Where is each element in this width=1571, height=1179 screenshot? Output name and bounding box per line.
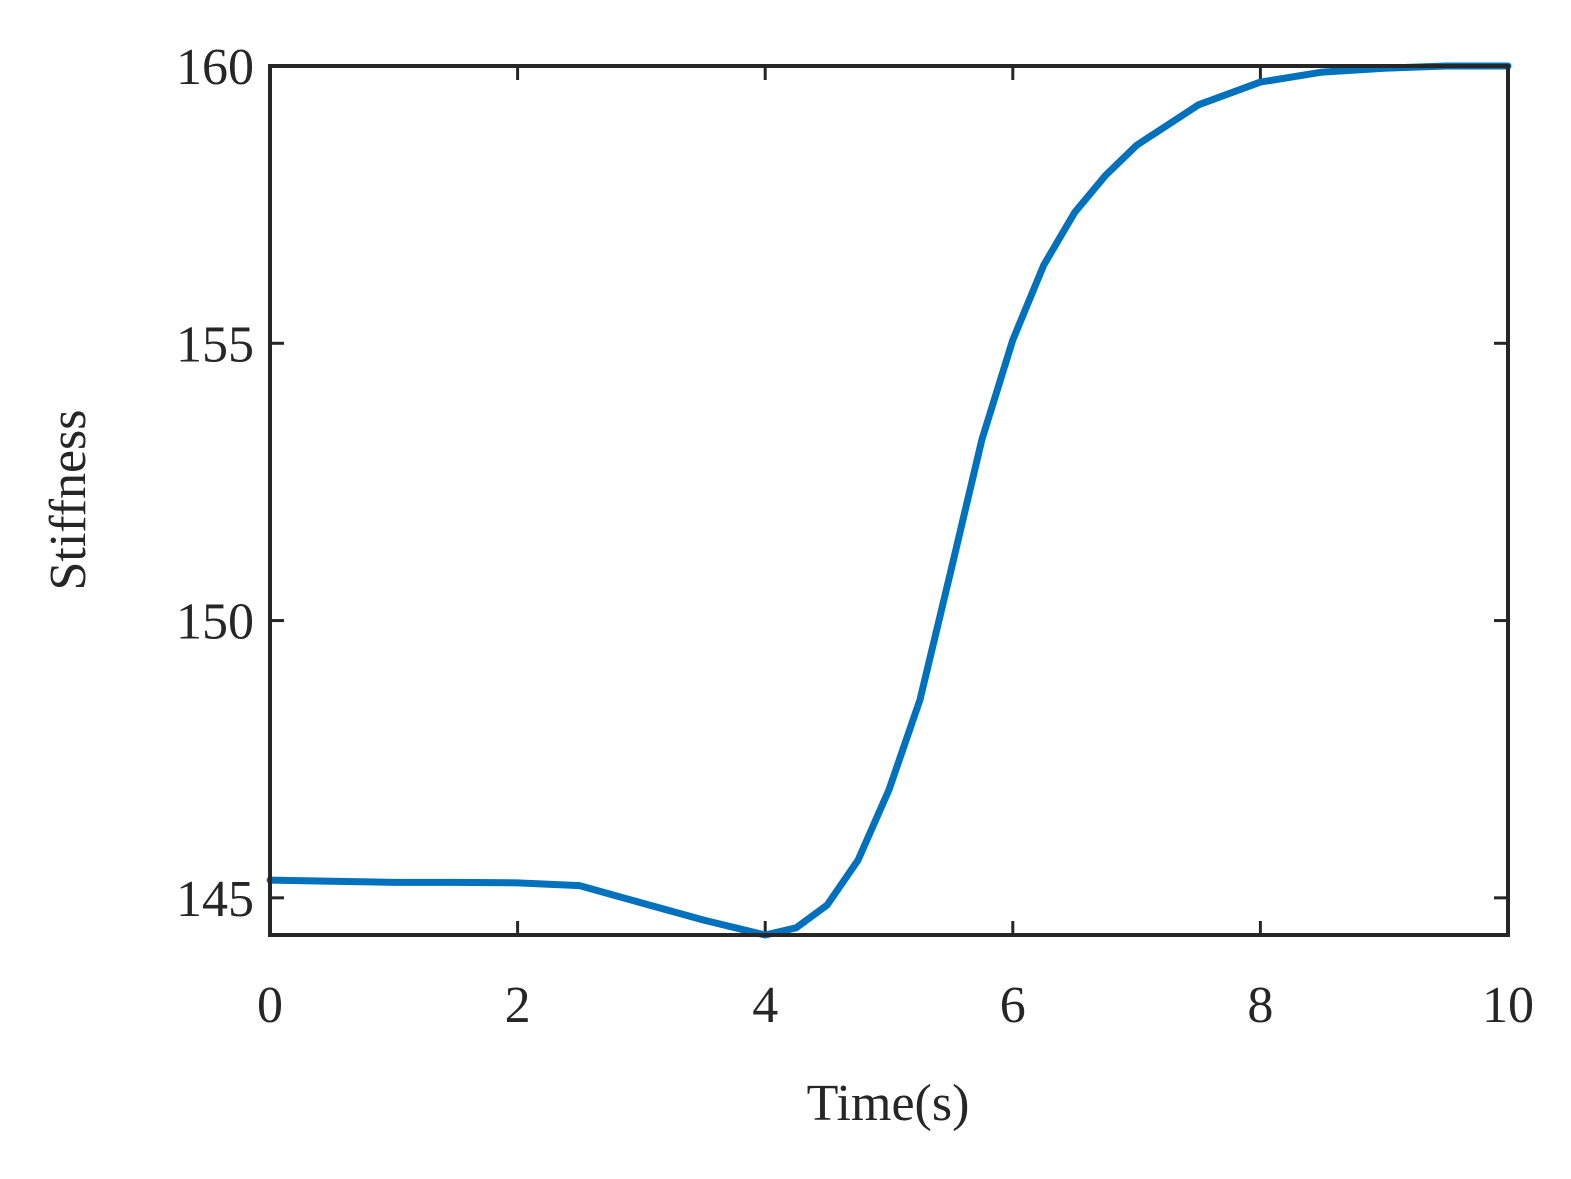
x-axis-label: Time(s) <box>807 1075 970 1132</box>
plot-frame <box>268 64 1510 937</box>
y-tick-label: 155 <box>176 316 254 373</box>
x-tick-label: 6 <box>1000 977 1026 1034</box>
y-tick-label: 145 <box>176 871 254 928</box>
x-tick-label: 2 <box>505 977 531 1034</box>
y-tick-label: 160 <box>176 39 254 96</box>
x-tick-label: 4 <box>752 977 778 1034</box>
x-tick-label: 0 <box>257 977 283 1034</box>
x-tick-label: 10 <box>1482 977 1534 1034</box>
data-line <box>266 62 1512 939</box>
x-tick-label: 8 <box>1247 977 1273 1034</box>
y-axis-label: Stiffness <box>40 409 97 590</box>
y-tick-label: 150 <box>176 594 254 651</box>
